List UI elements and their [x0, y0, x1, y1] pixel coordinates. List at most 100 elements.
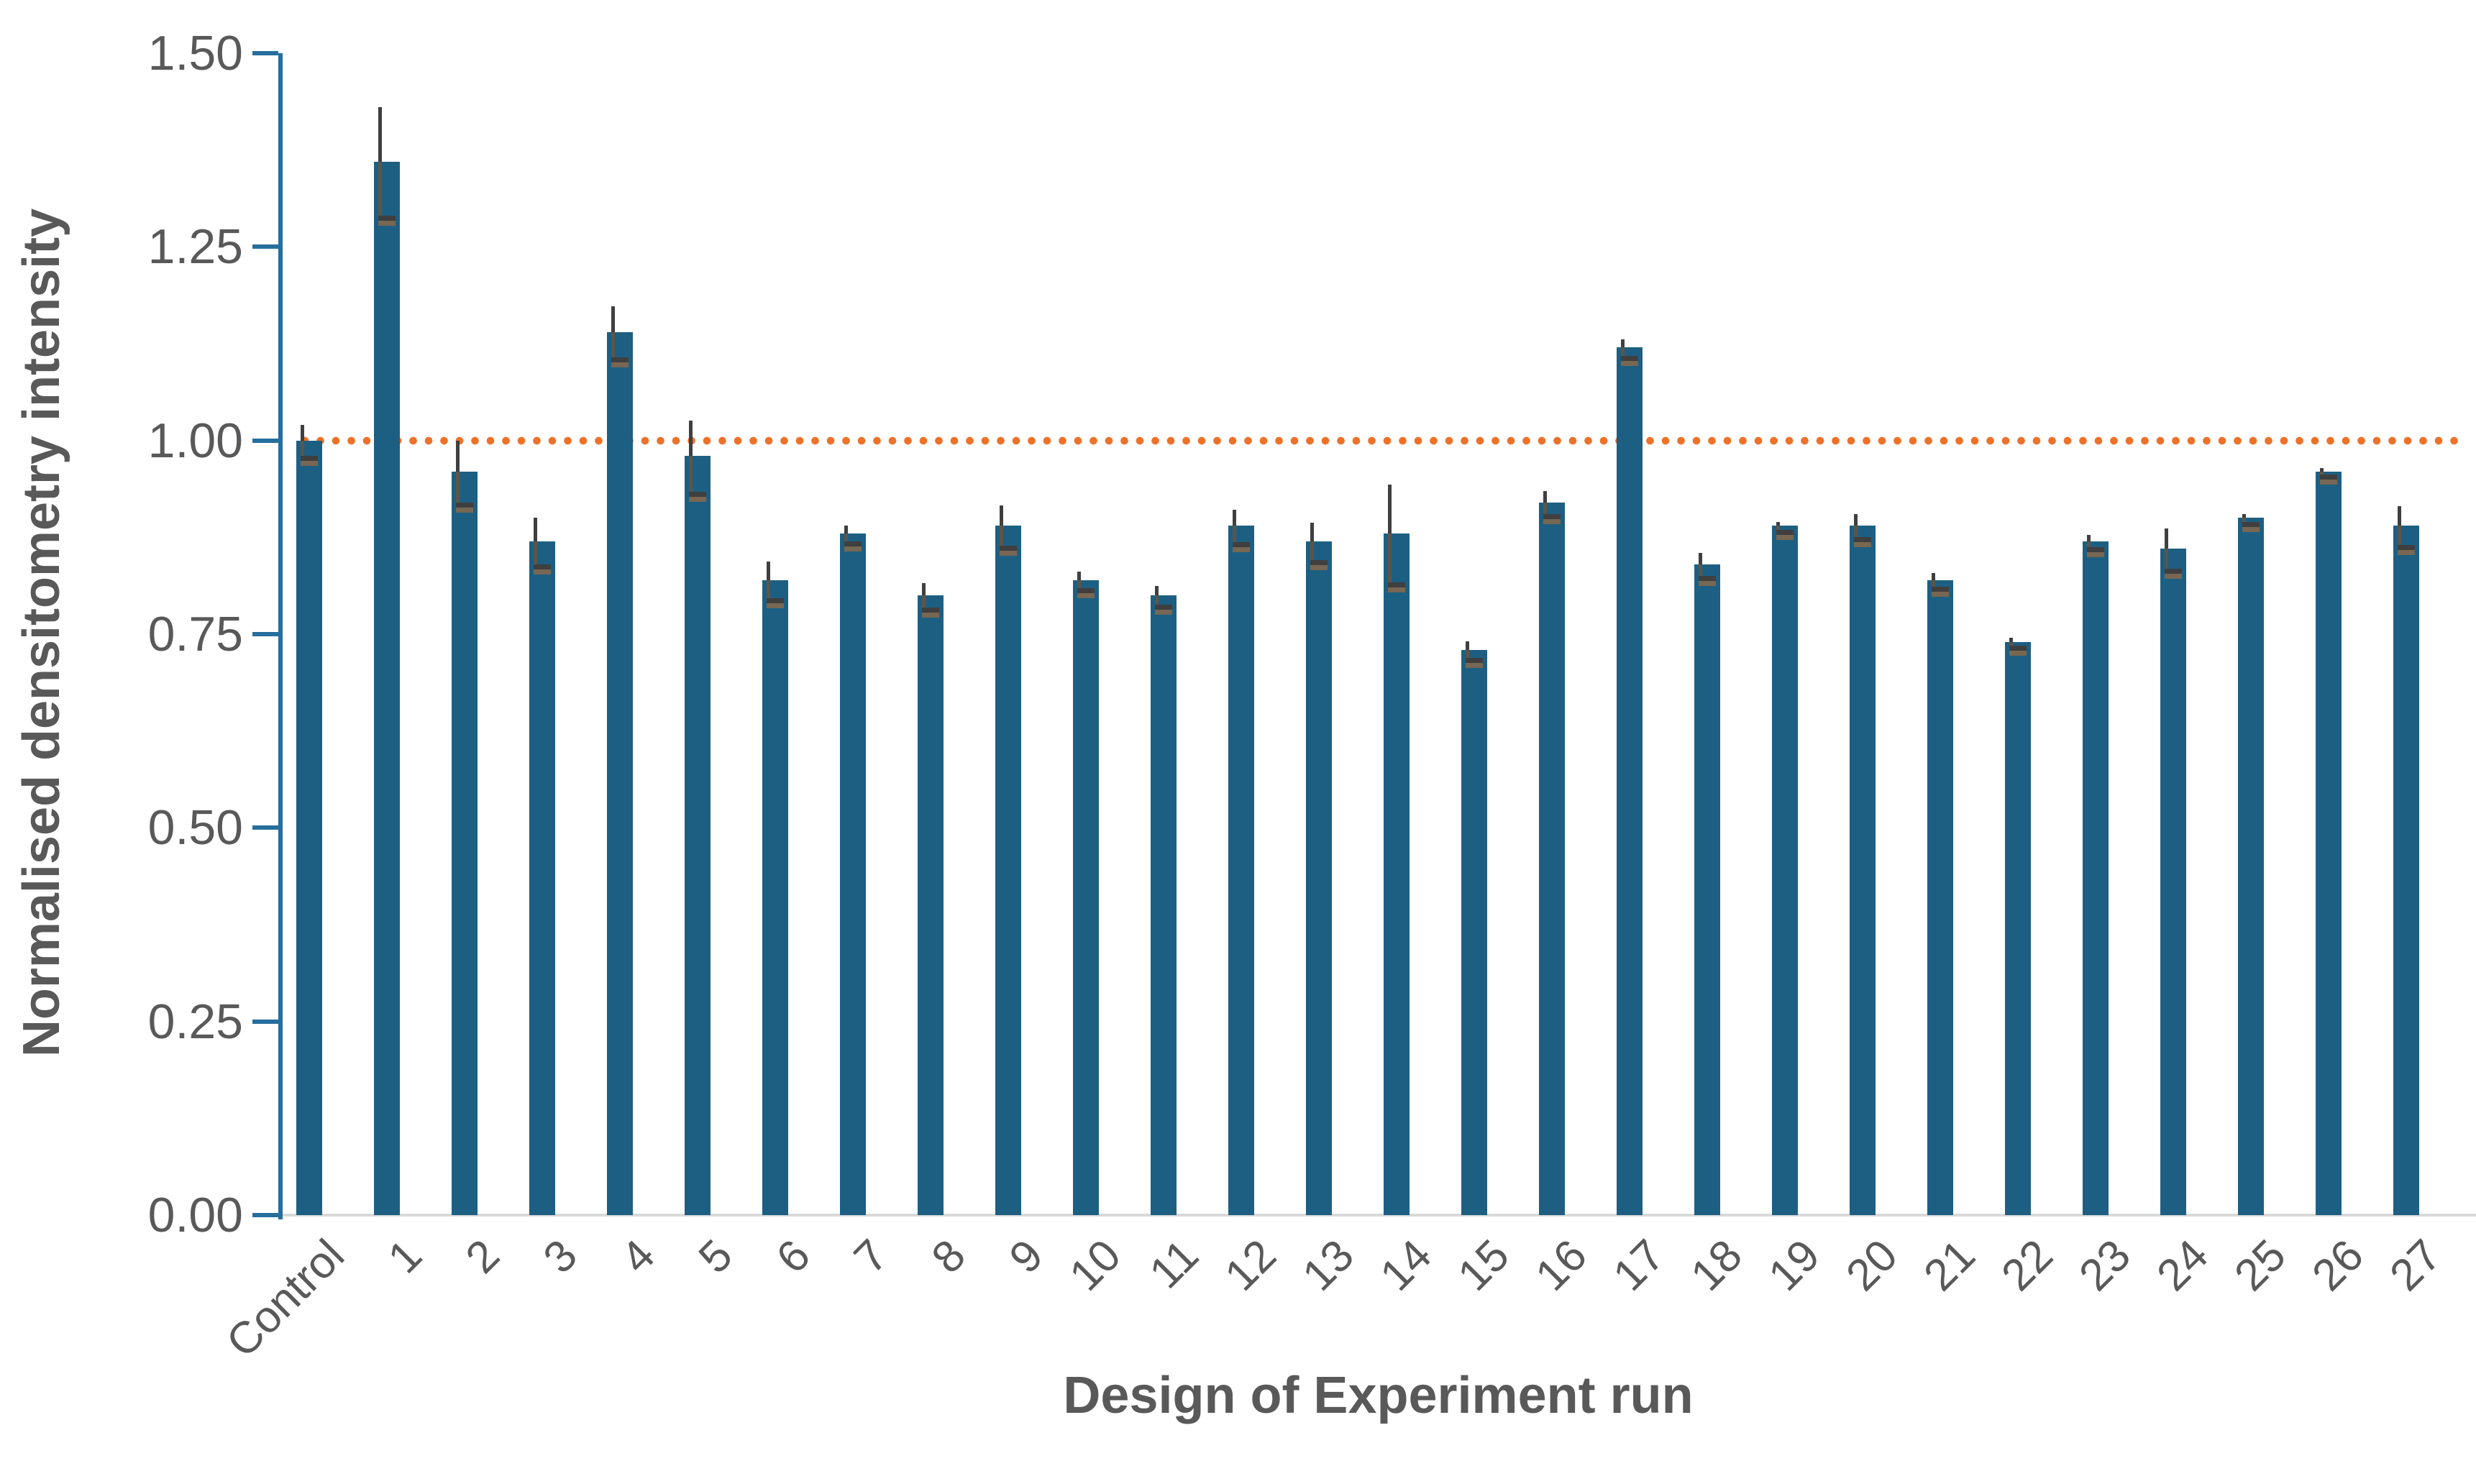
- error-cap-bottom: [1155, 610, 1172, 615]
- error-bar: [1621, 339, 1638, 367]
- error-line-lower: [1000, 526, 1003, 546]
- error-bar: [1776, 521, 1794, 540]
- error-cap-bottom: [1854, 542, 1871, 548]
- error-line-lower: [2242, 518, 2246, 522]
- error-cap-top: [689, 491, 706, 497]
- error-bar: [1466, 641, 1483, 669]
- error-line-upper: [2398, 506, 2401, 526]
- x-axis-baseline: [278, 1214, 2476, 1217]
- bar: [1228, 526, 1254, 1215]
- error-line-lower: [689, 456, 693, 492]
- error-bar: [1310, 522, 1328, 570]
- error-bar: [2165, 528, 2182, 580]
- error-line-lower: [1155, 595, 1159, 605]
- bar: [607, 331, 633, 1215]
- error-line-upper: [534, 518, 537, 541]
- error-cap-top: [1233, 541, 1250, 547]
- bar: [2238, 518, 2264, 1215]
- bar: [1539, 502, 1565, 1215]
- error-bar: [2320, 468, 2337, 485]
- y-tick-label: 1.25: [147, 219, 243, 275]
- bar: [2005, 641, 2031, 1215]
- error-cap-bottom: [2320, 480, 2337, 485]
- error-cap-bottom: [844, 546, 862, 551]
- error-line-lower: [1932, 580, 1935, 587]
- error-cap-top: [2009, 646, 2027, 651]
- error-cap-bottom: [534, 569, 551, 575]
- error-line-lower: [1699, 564, 1702, 577]
- error-bar: [2087, 535, 2104, 558]
- error-line-lower: [2320, 471, 2324, 475]
- error-cap-bottom: [456, 507, 473, 513]
- error-cap-bottom: [378, 221, 396, 226]
- error-cap-top: [1776, 529, 1794, 535]
- error-line-lower: [1077, 580, 1081, 589]
- error-line-lower: [2398, 526, 2401, 546]
- error-cap-top: [1621, 356, 1638, 362]
- error-cap-top: [1077, 588, 1095, 594]
- y-tick-label: 1.00: [147, 413, 243, 468]
- error-cap-bottom: [1776, 534, 1794, 540]
- error-cap-top: [922, 608, 939, 613]
- error-bar: [1233, 509, 1250, 552]
- error-cap-bottom: [2087, 552, 2104, 558]
- error-bar: [689, 420, 706, 502]
- y-tick-label: 0.00: [147, 1188, 243, 1242]
- error-line-upper: [2009, 638, 2013, 642]
- error-cap-top: [1466, 658, 1483, 664]
- error-cap-top: [378, 216, 396, 221]
- error-bar: [1000, 505, 1017, 556]
- error-line-upper: [1233, 509, 1236, 526]
- y-tick-mark: [252, 51, 278, 55]
- error-cap-top: [2165, 569, 2182, 574]
- error-bar: [2398, 506, 2415, 556]
- error-bar: [1854, 514, 1871, 548]
- error-cap-top: [2242, 521, 2260, 527]
- error-bar: [1932, 572, 1949, 597]
- error-cap-bottom: [2242, 526, 2260, 532]
- error-line-upper: [2087, 535, 2091, 541]
- error-cap-bottom: [1233, 546, 1250, 552]
- error-line-lower: [1466, 649, 1469, 659]
- error-line-lower: [2165, 549, 2168, 569]
- error-line-upper: [922, 582, 926, 596]
- error-line-upper: [1466, 641, 1469, 650]
- error-line-lower: [534, 541, 537, 565]
- reference-line: [301, 436, 2464, 445]
- error-line-lower: [767, 580, 770, 599]
- y-tick-label: 0.50: [147, 800, 243, 856]
- error-bar: [1543, 490, 1561, 524]
- error-cap-top: [1310, 559, 1328, 565]
- error-line-upper: [611, 306, 615, 332]
- y-tick-mark: [252, 438, 278, 443]
- error-cap-bottom: [1077, 593, 1095, 599]
- error-line-upper: [689, 420, 693, 457]
- error-cap-top: [2320, 475, 2337, 480]
- error-line-upper: [1155, 586, 1159, 596]
- error-line-upper: [1854, 514, 1858, 526]
- error-line-upper: [1543, 490, 1547, 503]
- error-line-upper: [456, 440, 460, 472]
- bar: [296, 440, 322, 1215]
- bar: [2083, 541, 2109, 1215]
- error-bar: [301, 425, 318, 467]
- error-cap-bottom: [1621, 361, 1638, 367]
- error-cap-top: [456, 502, 473, 508]
- error-line-lower: [456, 471, 460, 503]
- error-line-upper: [1388, 485, 1392, 533]
- bar: [1850, 526, 1876, 1215]
- error-line-upper: [378, 107, 382, 162]
- error-line-lower: [844, 533, 848, 541]
- bar: [1927, 580, 1953, 1215]
- bar: [1306, 541, 1332, 1215]
- bar: [995, 526, 1021, 1215]
- error-cap-bottom: [1388, 587, 1405, 592]
- error-line-lower: [1776, 526, 1780, 530]
- error-cap-bottom: [301, 461, 318, 467]
- error-line-upper: [1077, 571, 1081, 580]
- bar: [1151, 595, 1177, 1215]
- y-tick-mark: [252, 244, 278, 249]
- error-bar: [1699, 552, 1716, 587]
- y-tick-mark: [252, 1213, 278, 1217]
